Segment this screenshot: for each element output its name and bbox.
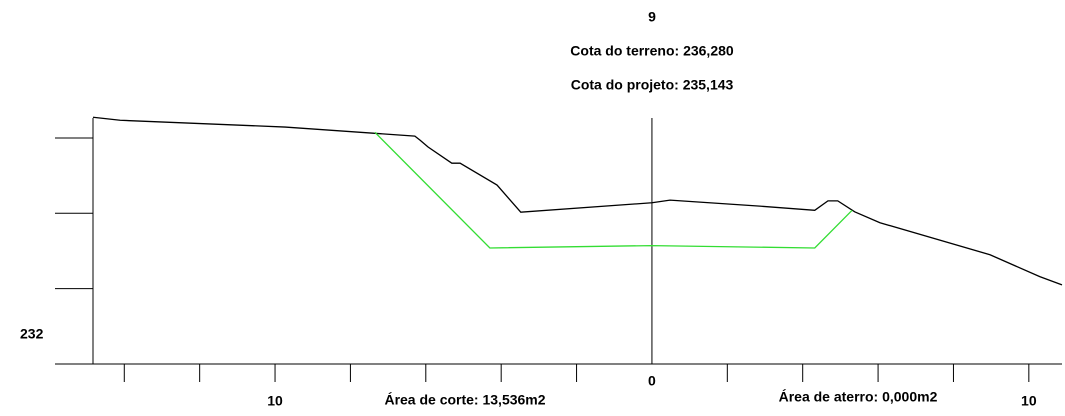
station-label: 9 — [648, 9, 656, 25]
x-tick-label: 10 — [1021, 393, 1037, 409]
cut-area: Área de corte: 13,536m2 — [384, 392, 545, 408]
fill-area: Área de aterro: 0,000m2 — [779, 389, 938, 405]
y-tick-label: 232 — [20, 326, 44, 342]
project-elevation: Cota do projeto: 235,143 — [571, 77, 734, 93]
terrain-elevation: Cota do terreno: 236,280 — [570, 43, 734, 59]
x-tick-label: 0 — [648, 373, 656, 389]
profile-line — [374, 131, 853, 249]
x-tick-label: 10 — [267, 393, 283, 409]
profile-line — [92, 116, 1063, 286]
